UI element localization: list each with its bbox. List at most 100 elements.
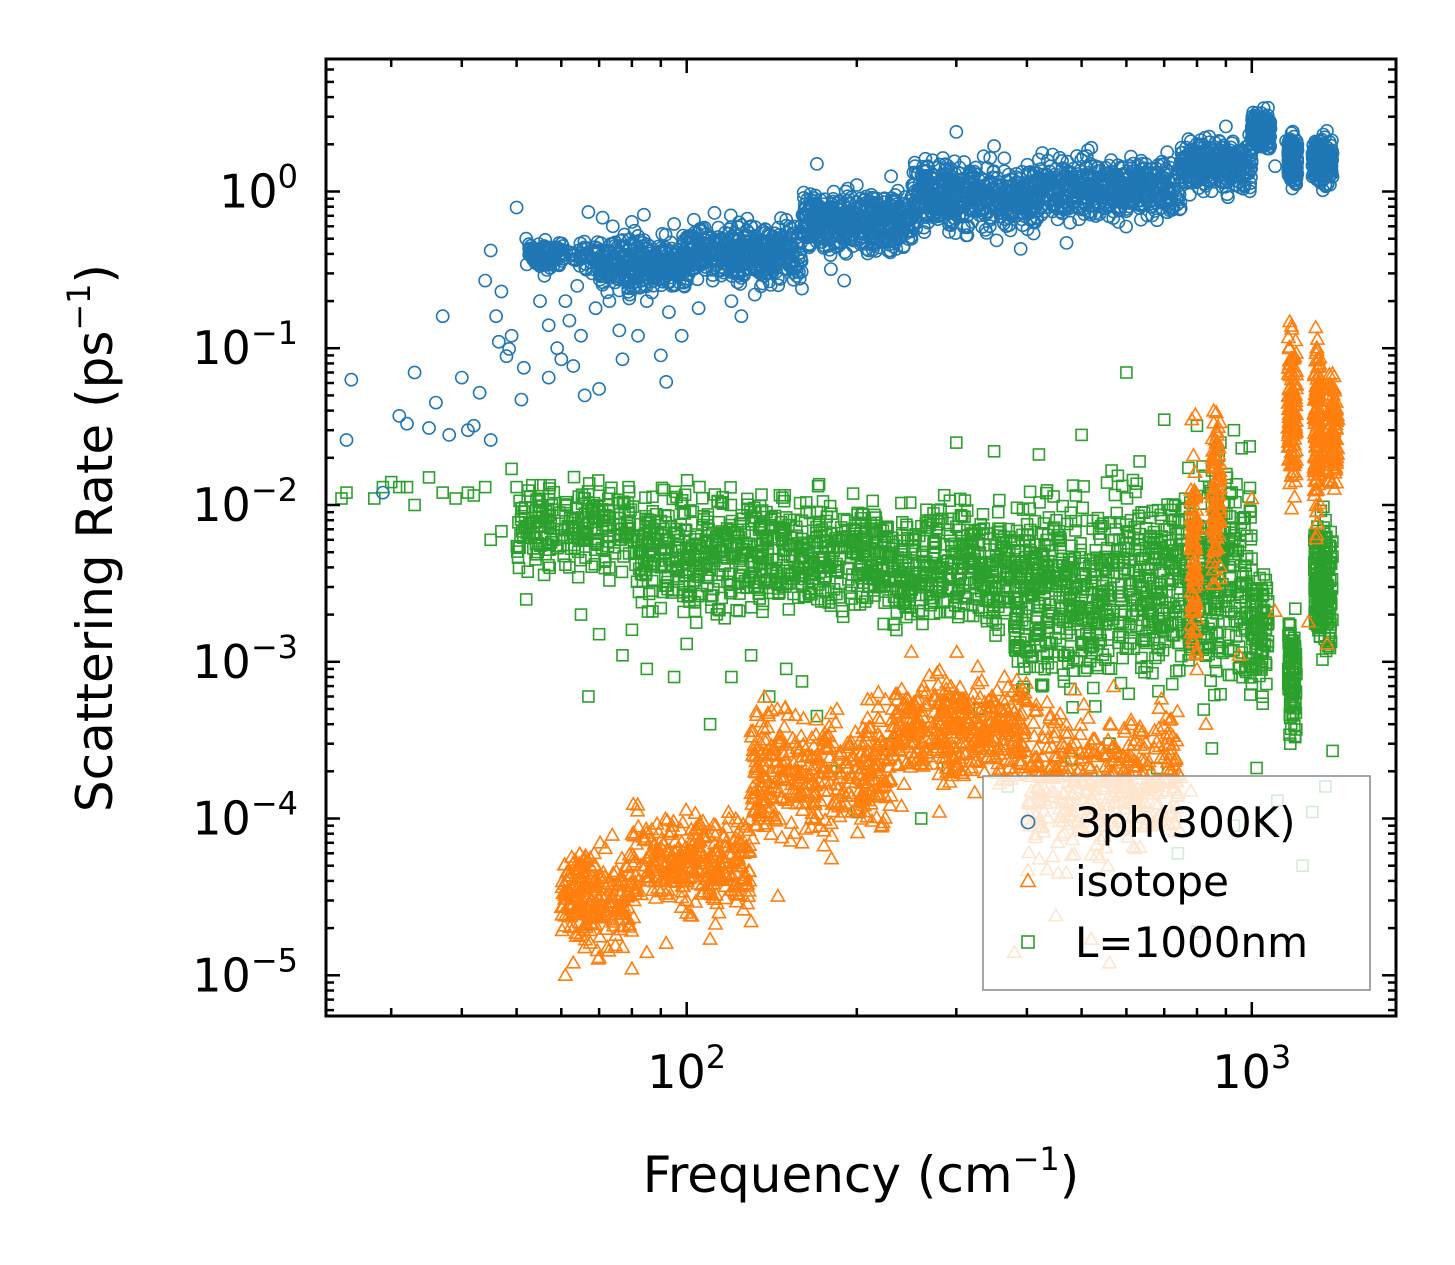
data-point (615, 565, 629, 579)
data-point (655, 481, 669, 495)
data-point (1077, 480, 1090, 493)
data-point (1127, 531, 1140, 545)
data-point (1065, 604, 1079, 617)
data-point (567, 470, 581, 484)
data-point (832, 533, 846, 547)
data-point (1066, 664, 1080, 678)
data-point (733, 568, 747, 582)
plot-points (335, 100, 1346, 982)
data-point (1260, 677, 1273, 691)
data-point (554, 906, 571, 921)
data-point (861, 559, 875, 572)
data-point (607, 937, 624, 952)
data-point (896, 555, 909, 569)
data-point (1224, 583, 1238, 597)
data-point (1238, 510, 1251, 524)
data-point (909, 527, 923, 541)
data-point (724, 584, 738, 598)
data-point (640, 559, 654, 573)
data-point (554, 873, 571, 888)
data-point (614, 850, 630, 865)
data-point (1256, 697, 1269, 711)
data-point (793, 496, 807, 510)
data-point (895, 528, 909, 542)
data-point (799, 541, 812, 555)
data-point (575, 892, 592, 907)
data-point (1020, 602, 1034, 615)
data-point (1308, 529, 1321, 542)
data-point (744, 648, 758, 662)
data-point (690, 556, 704, 570)
data-point (562, 919, 578, 934)
data-point (773, 585, 786, 599)
data-point (1069, 514, 1082, 528)
data-point (1047, 521, 1061, 534)
data-point (612, 886, 629, 901)
data-point (1033, 623, 1046, 637)
data-point (422, 471, 436, 484)
data-point (518, 500, 532, 514)
data-point (639, 491, 652, 505)
data-point (654, 560, 668, 574)
data-point (1076, 501, 1089, 515)
data-point (1057, 668, 1070, 682)
data-point (1248, 599, 1262, 613)
data-point (478, 480, 492, 494)
data-point (623, 960, 640, 975)
data-point (895, 496, 908, 510)
data-point (601, 492, 615, 506)
data-point (989, 616, 1003, 630)
data-point (686, 505, 700, 519)
data-point (1114, 593, 1128, 606)
data-point (1139, 629, 1153, 643)
data-point (773, 488, 787, 502)
data-point (1259, 573, 1273, 587)
data-point (1157, 413, 1171, 427)
data-point (855, 516, 868, 530)
data-point (581, 504, 595, 518)
data-point (1030, 566, 1044, 580)
data-point (984, 590, 997, 604)
data-point (1154, 578, 1167, 591)
data-point (558, 498, 572, 511)
data-point (848, 598, 862, 611)
data-point (1042, 554, 1055, 568)
data-point (948, 598, 962, 612)
data-point (900, 610, 913, 624)
data-point (592, 834, 609, 849)
data-point (866, 494, 880, 508)
data-point (667, 670, 681, 684)
data-point (794, 834, 810, 849)
data-point (1149, 651, 1162, 665)
data-point (1104, 662, 1118, 676)
data-point (449, 492, 462, 505)
data-point (1310, 568, 1324, 582)
data-point (467, 489, 481, 502)
data-point (795, 549, 809, 563)
data-point (577, 916, 594, 931)
data-point (1050, 579, 1064, 593)
data-point (879, 538, 892, 552)
data-point (1093, 610, 1107, 623)
data-point (819, 539, 833, 553)
data-point (512, 561, 526, 575)
data-point (684, 542, 698, 556)
data-point (392, 480, 406, 494)
data-point (1104, 582, 1118, 595)
data-point (934, 503, 947, 516)
data-point (846, 487, 860, 500)
data-point (836, 610, 850, 624)
data-point (803, 506, 817, 520)
data-point (1243, 481, 1257, 495)
data-point (664, 560, 678, 574)
data-point (521, 565, 535, 579)
data-point (1054, 538, 1067, 552)
data-point (658, 935, 675, 950)
data-point (731, 577, 745, 591)
data-point (953, 552, 967, 566)
data-point (1283, 627, 1296, 641)
data-point (765, 553, 779, 566)
data-point (659, 579, 672, 593)
data-point (1233, 580, 1246, 593)
data-point (582, 858, 599, 873)
